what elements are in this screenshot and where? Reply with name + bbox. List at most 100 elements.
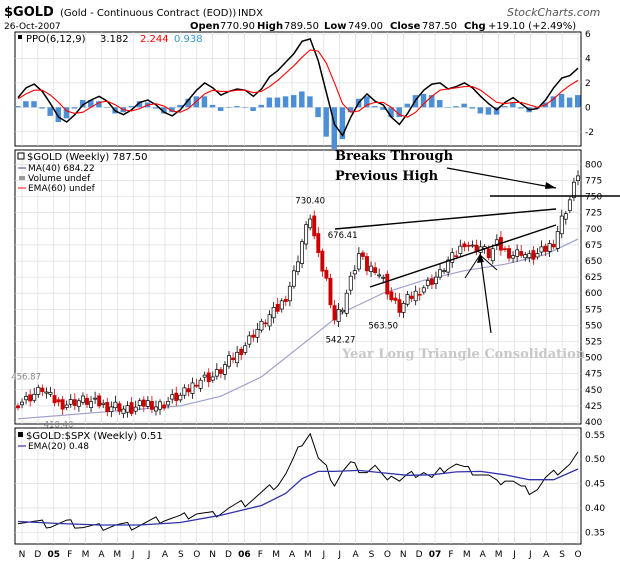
x-tick-label: J	[528, 550, 532, 560]
candle-body	[129, 402, 134, 414]
ohlc-readout: Open 770.90 High 789.50 Low 749.00 Close…	[190, 21, 576, 32]
ppo-histogram-bar	[250, 107, 256, 111]
candle-body	[64, 404, 69, 408]
ppo-histogram-bar	[47, 107, 53, 116]
candle-body	[442, 270, 447, 272]
candle-body	[141, 399, 146, 407]
candle-body	[535, 253, 540, 258]
price-annotation-label: 542.27	[326, 335, 356, 345]
ppo-histogram-bar	[404, 103, 411, 108]
candle-body	[271, 307, 276, 319]
ppo-histogram-bar	[550, 96, 557, 108]
candle-body	[320, 250, 325, 272]
axis-labels: N D 05 F M A M J J A S O N D 06 F M A M J J A S O N D 07 F M A M J J A S O6…	[19, 30, 606, 560]
candle-body	[417, 293, 422, 296]
ratio-line	[17, 432, 579, 532]
x-tick-label: A	[480, 550, 487, 560]
x-tick-label: M	[495, 550, 503, 560]
price-y-tick: 800	[585, 160, 602, 170]
ppo-histogram-bar	[152, 107, 159, 109]
ppo-histogram-bar	[136, 101, 143, 108]
candle-body	[304, 224, 309, 245]
candle-body	[178, 394, 183, 401]
chart-date: 26-Oct-2007	[4, 22, 61, 32]
ppo-histogram-bar	[493, 107, 500, 115]
candle-body	[373, 267, 378, 273]
ppo-signal-line	[17, 49, 579, 118]
candle-body	[527, 253, 532, 259]
x-tick-label: F	[67, 550, 72, 560]
x-tick-label: N	[209, 550, 216, 560]
volume-legend-label: Volume undef	[28, 174, 91, 184]
candle-body	[36, 386, 41, 395]
candle-body	[223, 364, 227, 375]
candle-body	[68, 399, 73, 405]
candle-body	[93, 397, 98, 400]
x-tick-label: D	[416, 550, 423, 560]
candle-body	[32, 393, 37, 401]
ppo-histogram-bar	[388, 107, 394, 118]
candle-body	[255, 328, 260, 338]
x-tick-label: M	[113, 550, 121, 560]
price-panel	[16, 170, 580, 420]
ppo-histogram-bar	[501, 106, 508, 108]
x-tick-label: D	[225, 550, 232, 560]
candle-body	[231, 357, 236, 361]
candle-body	[519, 251, 524, 256]
ratio-panel	[17, 432, 579, 532]
ppo-histogram-bar	[315, 107, 321, 118]
candle-body	[409, 295, 414, 299]
candle-body	[356, 253, 361, 270]
chg-label: Chg	[464, 21, 486, 32]
ppo-histogram-bar	[23, 101, 29, 108]
ppo-legend-label: PPO(6,12,9)	[26, 34, 86, 45]
close-label: Close	[390, 21, 421, 32]
candle-body	[113, 401, 118, 409]
candle-body	[214, 369, 219, 377]
ppo-y-tick: 4	[585, 54, 591, 64]
candle-body	[44, 391, 49, 394]
candle-body	[454, 255, 459, 258]
candle-body	[287, 285, 292, 302]
ppo-histogram-bar	[79, 100, 86, 108]
x-tick-label: O	[574, 550, 581, 560]
price-y-tick: 650	[585, 257, 602, 267]
ppo-histogram-bar	[242, 107, 248, 108]
candle-body	[486, 248, 491, 259]
ppo-histogram-bar	[96, 101, 102, 108]
candle-body	[89, 401, 93, 408]
ppo-histogram-bar	[453, 106, 459, 108]
ppo-histogram-bar	[258, 104, 264, 108]
candle-body	[503, 248, 507, 251]
candle-body	[296, 261, 300, 272]
x-tick-label: F	[448, 550, 453, 560]
x-tick-label: S	[369, 550, 375, 560]
triangle-lower-line	[369, 224, 557, 288]
ratio-y-tick: 0.35	[585, 528, 605, 538]
candle-body	[24, 396, 29, 401]
price-y-tick: 675	[585, 241, 602, 251]
ppo-ppo-line	[17, 37, 579, 137]
high-value: 789.50	[284, 21, 319, 32]
candle-body	[263, 322, 268, 325]
candle-body	[170, 394, 175, 400]
candle-body	[458, 245, 463, 254]
x-tick-label: 06	[238, 550, 251, 560]
ppo-histogram-bar	[420, 93, 427, 108]
ppo-panel-frame	[14, 31, 582, 147]
candle-body	[559, 215, 564, 235]
ppo-histogram-bar	[347, 107, 354, 113]
ppo-histogram-bar	[575, 95, 581, 108]
candle-body	[40, 387, 45, 392]
chg-value: +19.10 (+2.49%)	[488, 21, 576, 32]
candle-body	[547, 243, 552, 252]
candle-body	[60, 399, 65, 410]
ppo-histogram-bar	[485, 107, 492, 115]
price-annotation-label: 730.40	[295, 196, 325, 206]
ppo-histogram-bar	[209, 104, 216, 108]
ema-legend-label: EMA(60) undef	[28, 184, 96, 194]
x-tick-label: A	[162, 550, 169, 560]
candle-body	[348, 275, 353, 291]
x-tick-label: S	[178, 550, 184, 560]
ratio-ema20-line	[17, 468, 579, 526]
